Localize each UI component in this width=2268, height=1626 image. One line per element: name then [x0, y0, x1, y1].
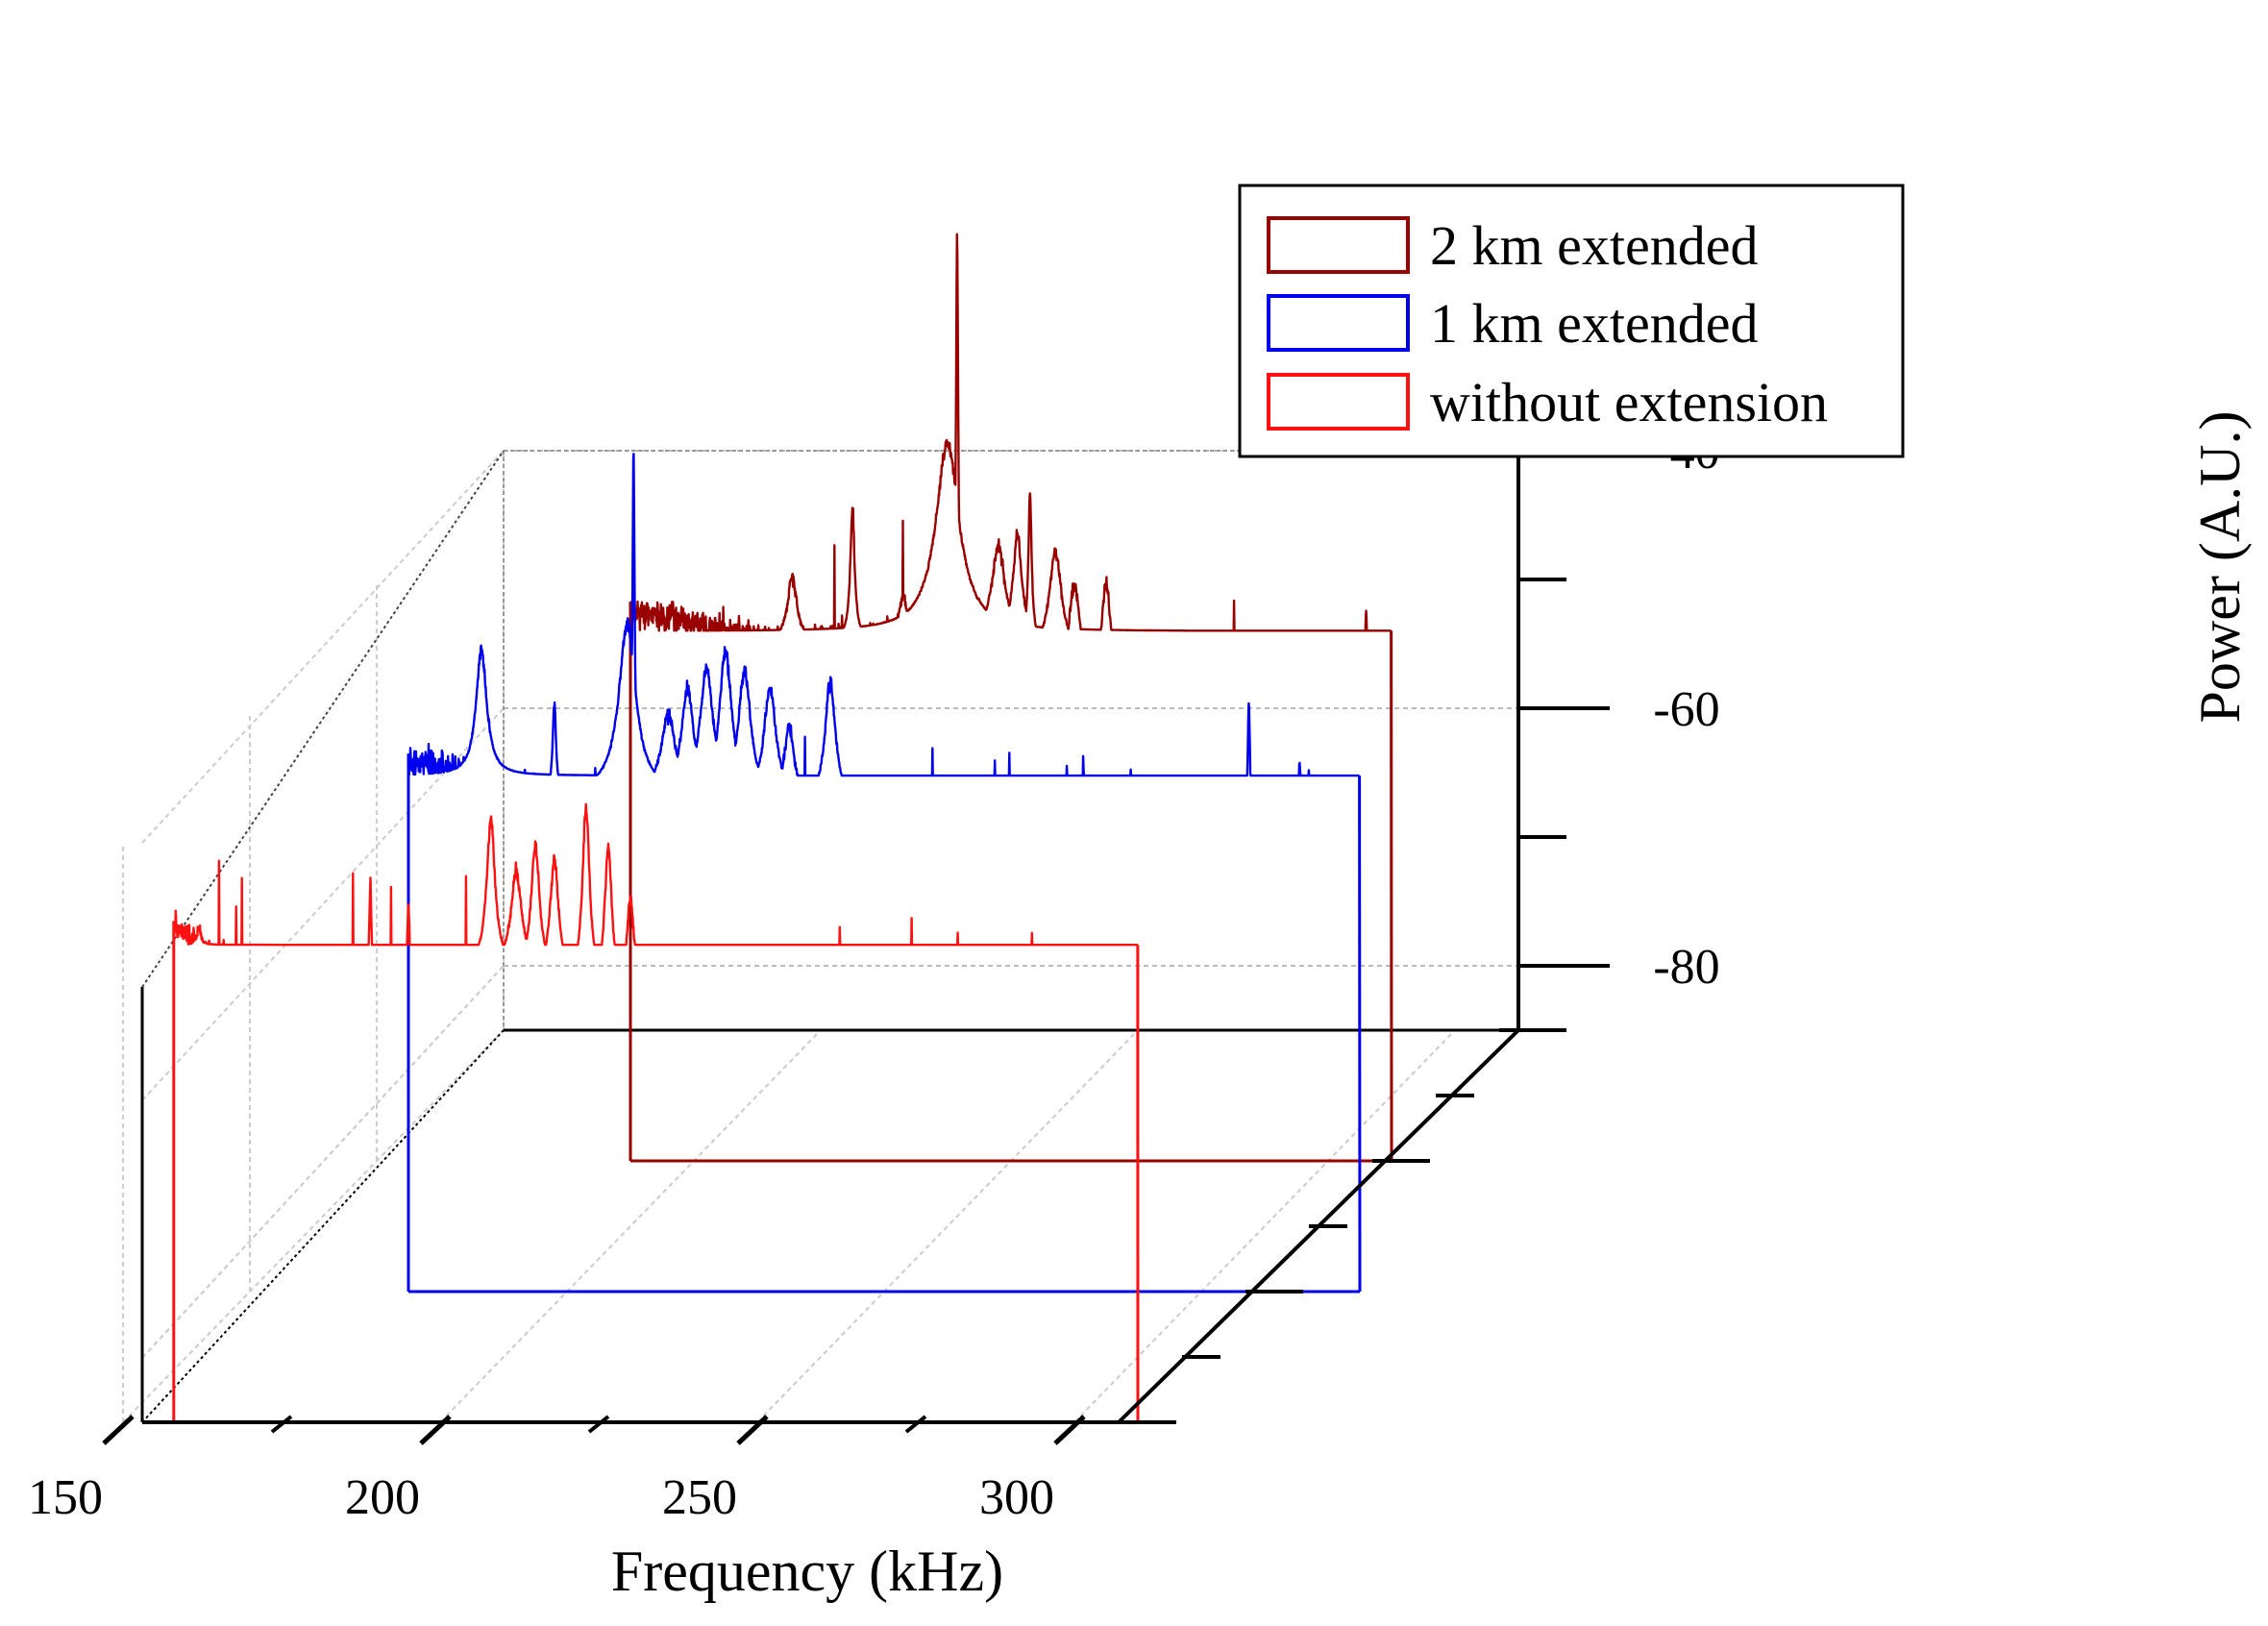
legend-swatch-without [1267, 373, 1410, 431]
legend-box [1238, 184, 1905, 458]
legend-swatch-1km [1267, 294, 1410, 352]
floor-gridline-2 [756, 1029, 1139, 1423]
floor-gridline-0 [122, 1029, 505, 1423]
series-2-km-extended [629, 233, 1393, 1163]
z-axis-label: Power (A.U.) [2188, 411, 2252, 724]
diag-gridline-0 [141, 450, 505, 844]
legend-label-2km: 2 km extended [1430, 214, 1758, 277]
diag-gridline-1 [141, 707, 505, 1101]
x-tick-label-3: 300 [979, 1470, 1054, 1525]
floor-gridline-1 [439, 1029, 822, 1423]
x-axis-label: Frequency (kHz) [611, 1540, 1003, 1603]
x-major-tick-0 [102, 1415, 135, 1445]
side-top-edge [141, 450, 505, 988]
x-tick-label-0: 150 [28, 1470, 103, 1525]
series-line-without-extension [172, 802, 1139, 947]
z-tick-label-2: -80 [1653, 940, 1719, 995]
series-without-extension [172, 802, 1140, 1424]
series-line-2-km-extended [629, 233, 1393, 632]
x-minor-tick-175 [270, 1415, 293, 1434]
x-minor-tick-275 [904, 1415, 927, 1434]
x-tick-label-1: 200 [345, 1470, 420, 1525]
floor-gridline-3 [1073, 1029, 1456, 1423]
x-major-tick-3 [1053, 1415, 1086, 1445]
z-tick-label-1: -60 [1653, 682, 1719, 737]
series-group [172, 233, 1393, 1424]
x-minor-tick-225 [587, 1415, 610, 1434]
legend-label-1km: 1 km extended [1430, 292, 1758, 355]
x-tick-label-2: 250 [662, 1470, 737, 1525]
axes-frame [140, 450, 1518, 1423]
legend: 2 km extended 1 km extended without exte… [1238, 184, 1905, 458]
legend-swatch-2km [1267, 216, 1410, 274]
grid [122, 450, 1518, 1423]
legend-label-without: without extension [1430, 371, 1828, 433]
x-major-tick-2 [736, 1415, 769, 1445]
x-major-tick-1 [419, 1415, 452, 1445]
series-1-km-extended [407, 453, 1362, 1293]
diag-gridline-3 [141, 965, 505, 1359]
series-line-1-km-extended [407, 453, 1361, 777]
floor-left-edge [141, 1029, 505, 1423]
